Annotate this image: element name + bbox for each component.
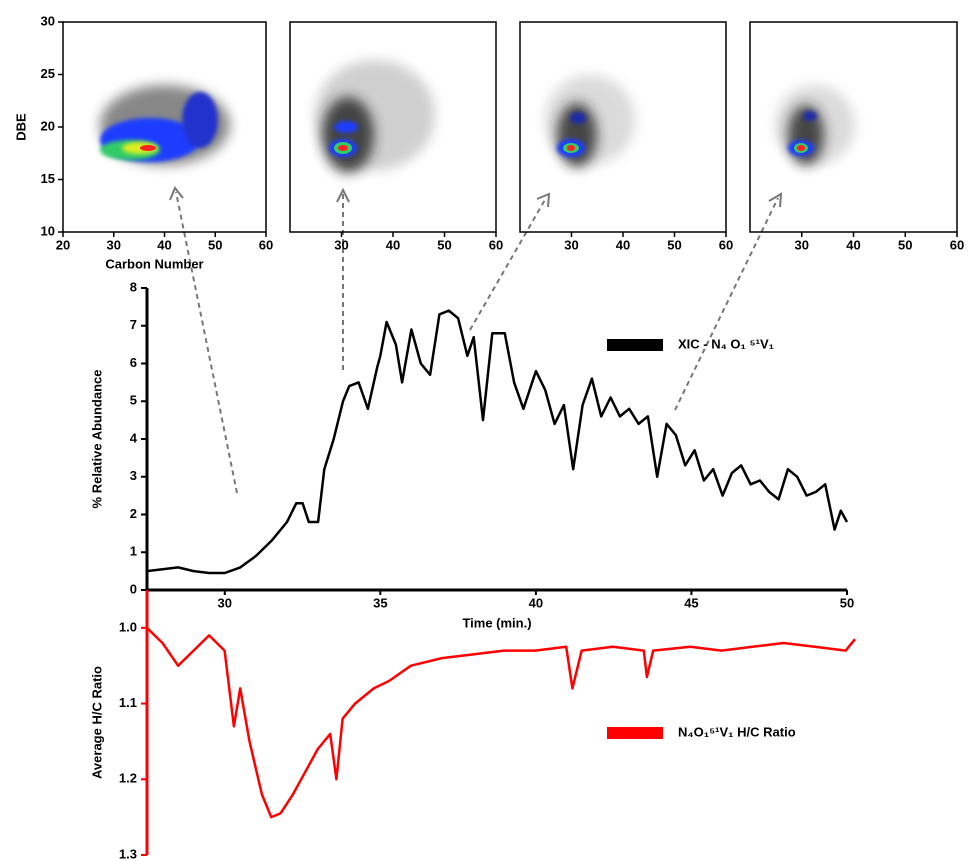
x-tick-label: 60 — [489, 237, 503, 252]
y-axis-label: % Relative Abundance — [89, 370, 104, 509]
y-tick-label: 30 — [41, 13, 55, 28]
legend-label: XIC - N₄ O₁ ⁵¹V₁ — [678, 336, 774, 351]
x-tick-label: 30 — [218, 595, 232, 610]
y-tick-label: 2 — [130, 506, 137, 521]
y-tick-label: 1.3 — [119, 846, 137, 861]
x-tick-label: 20 — [56, 237, 70, 252]
y-tick-label: 15 — [41, 171, 55, 186]
x-tick-label: 40 — [386, 237, 400, 252]
legend-swatch — [607, 727, 663, 739]
x-tick-label: 50 — [667, 237, 681, 252]
legend-label: N₄O₁⁵¹V₁ H/C Ratio — [678, 724, 796, 739]
x-tick-label: 30 — [564, 237, 578, 252]
x-tick-label: 35 — [373, 595, 387, 610]
y-tick-label: 5 — [130, 393, 137, 408]
x-tick-label: 50 — [898, 237, 912, 252]
x-tick-label: 40 — [157, 237, 171, 252]
x-tick-label: 30 — [107, 237, 121, 252]
x-tick-label: 30 — [795, 237, 809, 252]
x-tick-label: 30 — [334, 237, 348, 252]
x-tick-label: 40 — [616, 237, 630, 252]
x-axis-label: Carbon Number — [105, 256, 203, 271]
y-tick-label: 1.2 — [119, 771, 137, 786]
y-axis-label: Average H/C Ratio — [89, 666, 104, 779]
y-tick-label: 7 — [130, 317, 137, 332]
x-tick-label: 50 — [840, 595, 854, 610]
x-tick-label: 60 — [719, 237, 733, 252]
y-tick-label: 1.1 — [119, 695, 137, 710]
y-tick-label: 1 — [130, 544, 137, 559]
legend-swatch — [607, 339, 663, 351]
arrows — [169, 186, 783, 494]
x-tick-label: 40 — [846, 237, 860, 252]
y-tick-label: 25 — [41, 66, 55, 81]
x-tick-label: 50 — [208, 237, 222, 252]
y-tick-label: 4 — [130, 430, 138, 445]
y-tick-label: 6 — [130, 355, 137, 370]
x-tick-label: 60 — [259, 237, 273, 252]
y-tick-label: 3 — [130, 468, 137, 483]
x-axis-label: Time (min.) — [462, 615, 531, 630]
y-tick-label: 1.0 — [119, 619, 137, 634]
data-line — [146, 627, 856, 819]
x-tick-label: 50 — [437, 237, 451, 252]
x-tick-label: 40 — [529, 595, 543, 610]
y-tick-label: 10 — [41, 223, 55, 238]
x-tick-label: 60 — [950, 237, 964, 252]
data-line — [146, 309, 849, 575]
y-tick-label: 20 — [41, 118, 55, 133]
y-axis-label: DBE — [13, 113, 28, 141]
y-tick-label: 8 — [130, 279, 137, 294]
y-tick-label: 0 — [130, 581, 137, 596]
density-blobs — [100, 60, 855, 173]
x-tick-label: 45 — [684, 595, 698, 610]
